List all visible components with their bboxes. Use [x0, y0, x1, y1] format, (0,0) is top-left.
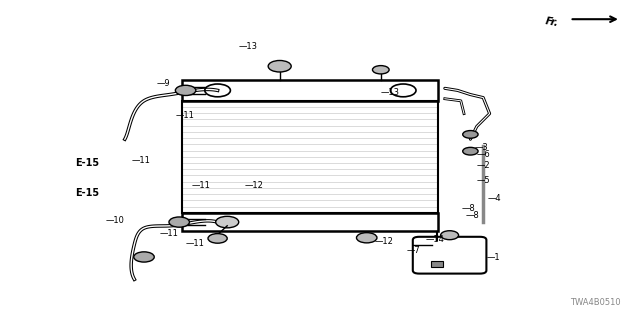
- Circle shape: [372, 66, 389, 74]
- Text: —4: —4: [488, 194, 501, 203]
- Text: —13: —13: [239, 42, 258, 51]
- Bar: [182, 213, 438, 231]
- Bar: [182, 101, 438, 213]
- Text: —2: —2: [477, 161, 490, 170]
- Bar: [431, 261, 443, 267]
- Circle shape: [208, 234, 227, 243]
- Text: —11: —11: [192, 181, 211, 190]
- Text: —9: —9: [157, 79, 170, 88]
- Text: E-15: E-15: [76, 158, 100, 168]
- Text: —13: —13: [381, 88, 400, 97]
- Text: —11: —11: [186, 239, 204, 248]
- Text: —11: —11: [176, 111, 195, 120]
- Text: TWA4B0510: TWA4B0510: [570, 298, 621, 307]
- Text: —1: —1: [486, 253, 500, 262]
- Text: —5: —5: [477, 176, 490, 185]
- Text: —3: —3: [475, 143, 488, 152]
- Circle shape: [169, 217, 189, 227]
- Circle shape: [216, 216, 239, 228]
- Circle shape: [463, 147, 478, 155]
- Text: —11: —11: [160, 229, 179, 238]
- Text: —8: —8: [462, 204, 476, 212]
- Circle shape: [268, 60, 291, 72]
- Text: —11: —11: [131, 156, 150, 165]
- Circle shape: [356, 233, 377, 243]
- Text: E-15: E-15: [76, 188, 100, 198]
- Circle shape: [134, 252, 154, 262]
- Text: —8: —8: [466, 212, 479, 220]
- Circle shape: [441, 231, 458, 240]
- Text: —12: —12: [244, 181, 263, 190]
- Circle shape: [175, 85, 196, 96]
- Text: Fr.: Fr.: [545, 16, 560, 28]
- Bar: [182, 80, 438, 101]
- Text: —14: —14: [426, 236, 444, 244]
- Text: —6: —6: [477, 150, 490, 159]
- Text: —12: —12: [374, 237, 393, 246]
- Circle shape: [463, 131, 478, 138]
- Text: —10: —10: [106, 216, 124, 225]
- Text: —7: —7: [406, 246, 420, 255]
